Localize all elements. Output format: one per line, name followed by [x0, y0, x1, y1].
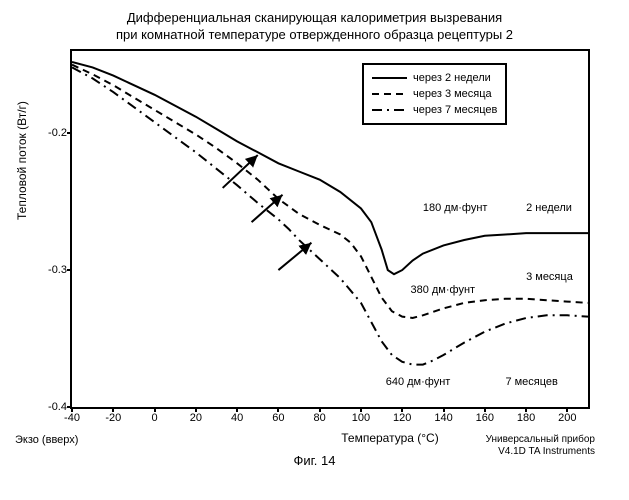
x-tick-label: 120 — [393, 412, 411, 424]
x-tick-label: 140 — [434, 412, 452, 424]
x-tick-label: 40 — [231, 412, 243, 424]
y-tick-label: -0.2 — [48, 127, 67, 139]
legend-item: через 7 месяцев — [372, 103, 497, 117]
instrument-line2: V4.1D TA Instruments — [498, 446, 595, 457]
footer-instrument: Универсальный прибор V4.1D TA Instrument… — [486, 434, 595, 458]
annotation-2: 380 дм·фунт — [410, 284, 475, 296]
arrow-0 — [223, 155, 258, 188]
legend-item: через 2 недели — [372, 71, 497, 85]
dsc-chart: Дифференциальная сканирующая калориметри… — [10, 10, 619, 490]
y-tick-label: -0.3 — [48, 264, 67, 276]
legend-label: через 2 недели — [413, 72, 491, 84]
x-tick-label: 0 — [151, 412, 157, 424]
plot-area: через 2 недели через 3 месяца через 7 меся… — [70, 49, 590, 409]
legend-label: через 7 месяцев — [413, 104, 497, 116]
footer-exo: Экзо (вверх) — [15, 434, 78, 446]
chart-lines — [72, 51, 588, 407]
x-tick-label: 20 — [190, 412, 202, 424]
annotation-3: 3 месяца — [526, 271, 573, 283]
legend-item: через 3 месяца — [372, 87, 497, 101]
x-tick-label: -40 — [64, 412, 80, 424]
x-tick-label: -20 — [105, 412, 121, 424]
y-axis-label: Тепловой поток (Вт/г) — [15, 101, 29, 220]
chart-title: Дифференциальная сканирующая калориметри… — [10, 10, 619, 44]
annotation-4: 640 дм·фунт — [386, 376, 451, 388]
x-tick-label: 160 — [476, 412, 494, 424]
instrument-line1: Универсальный прибор — [486, 434, 595, 445]
x-tick-label: 200 — [558, 412, 576, 424]
title-line2: при комнатной температуре отвержденного … — [116, 27, 513, 42]
annotation-1: 2 недели — [526, 202, 572, 214]
annotation-5: 7 месяцев — [505, 376, 557, 388]
legend-label: через 3 месяца — [413, 88, 492, 100]
x-tick-label: 180 — [517, 412, 535, 424]
arrow-1 — [252, 195, 283, 222]
series-2weeks — [72, 62, 588, 274]
x-tick-label: 60 — [272, 412, 284, 424]
annotation-0: 180 дм·фунт — [423, 202, 488, 214]
arrow-2 — [278, 242, 311, 269]
x-label-text: Температура (°C) — [341, 431, 438, 445]
x-tick-label: 80 — [314, 412, 326, 424]
title-line1: Дифференциальная сканирующая калориметри… — [127, 10, 502, 25]
x-tick-label: 100 — [352, 412, 370, 424]
legend: через 2 недели через 3 месяца через 7 меся… — [362, 63, 507, 125]
series-3months — [72, 64, 588, 317]
series-7months — [72, 67, 588, 364]
